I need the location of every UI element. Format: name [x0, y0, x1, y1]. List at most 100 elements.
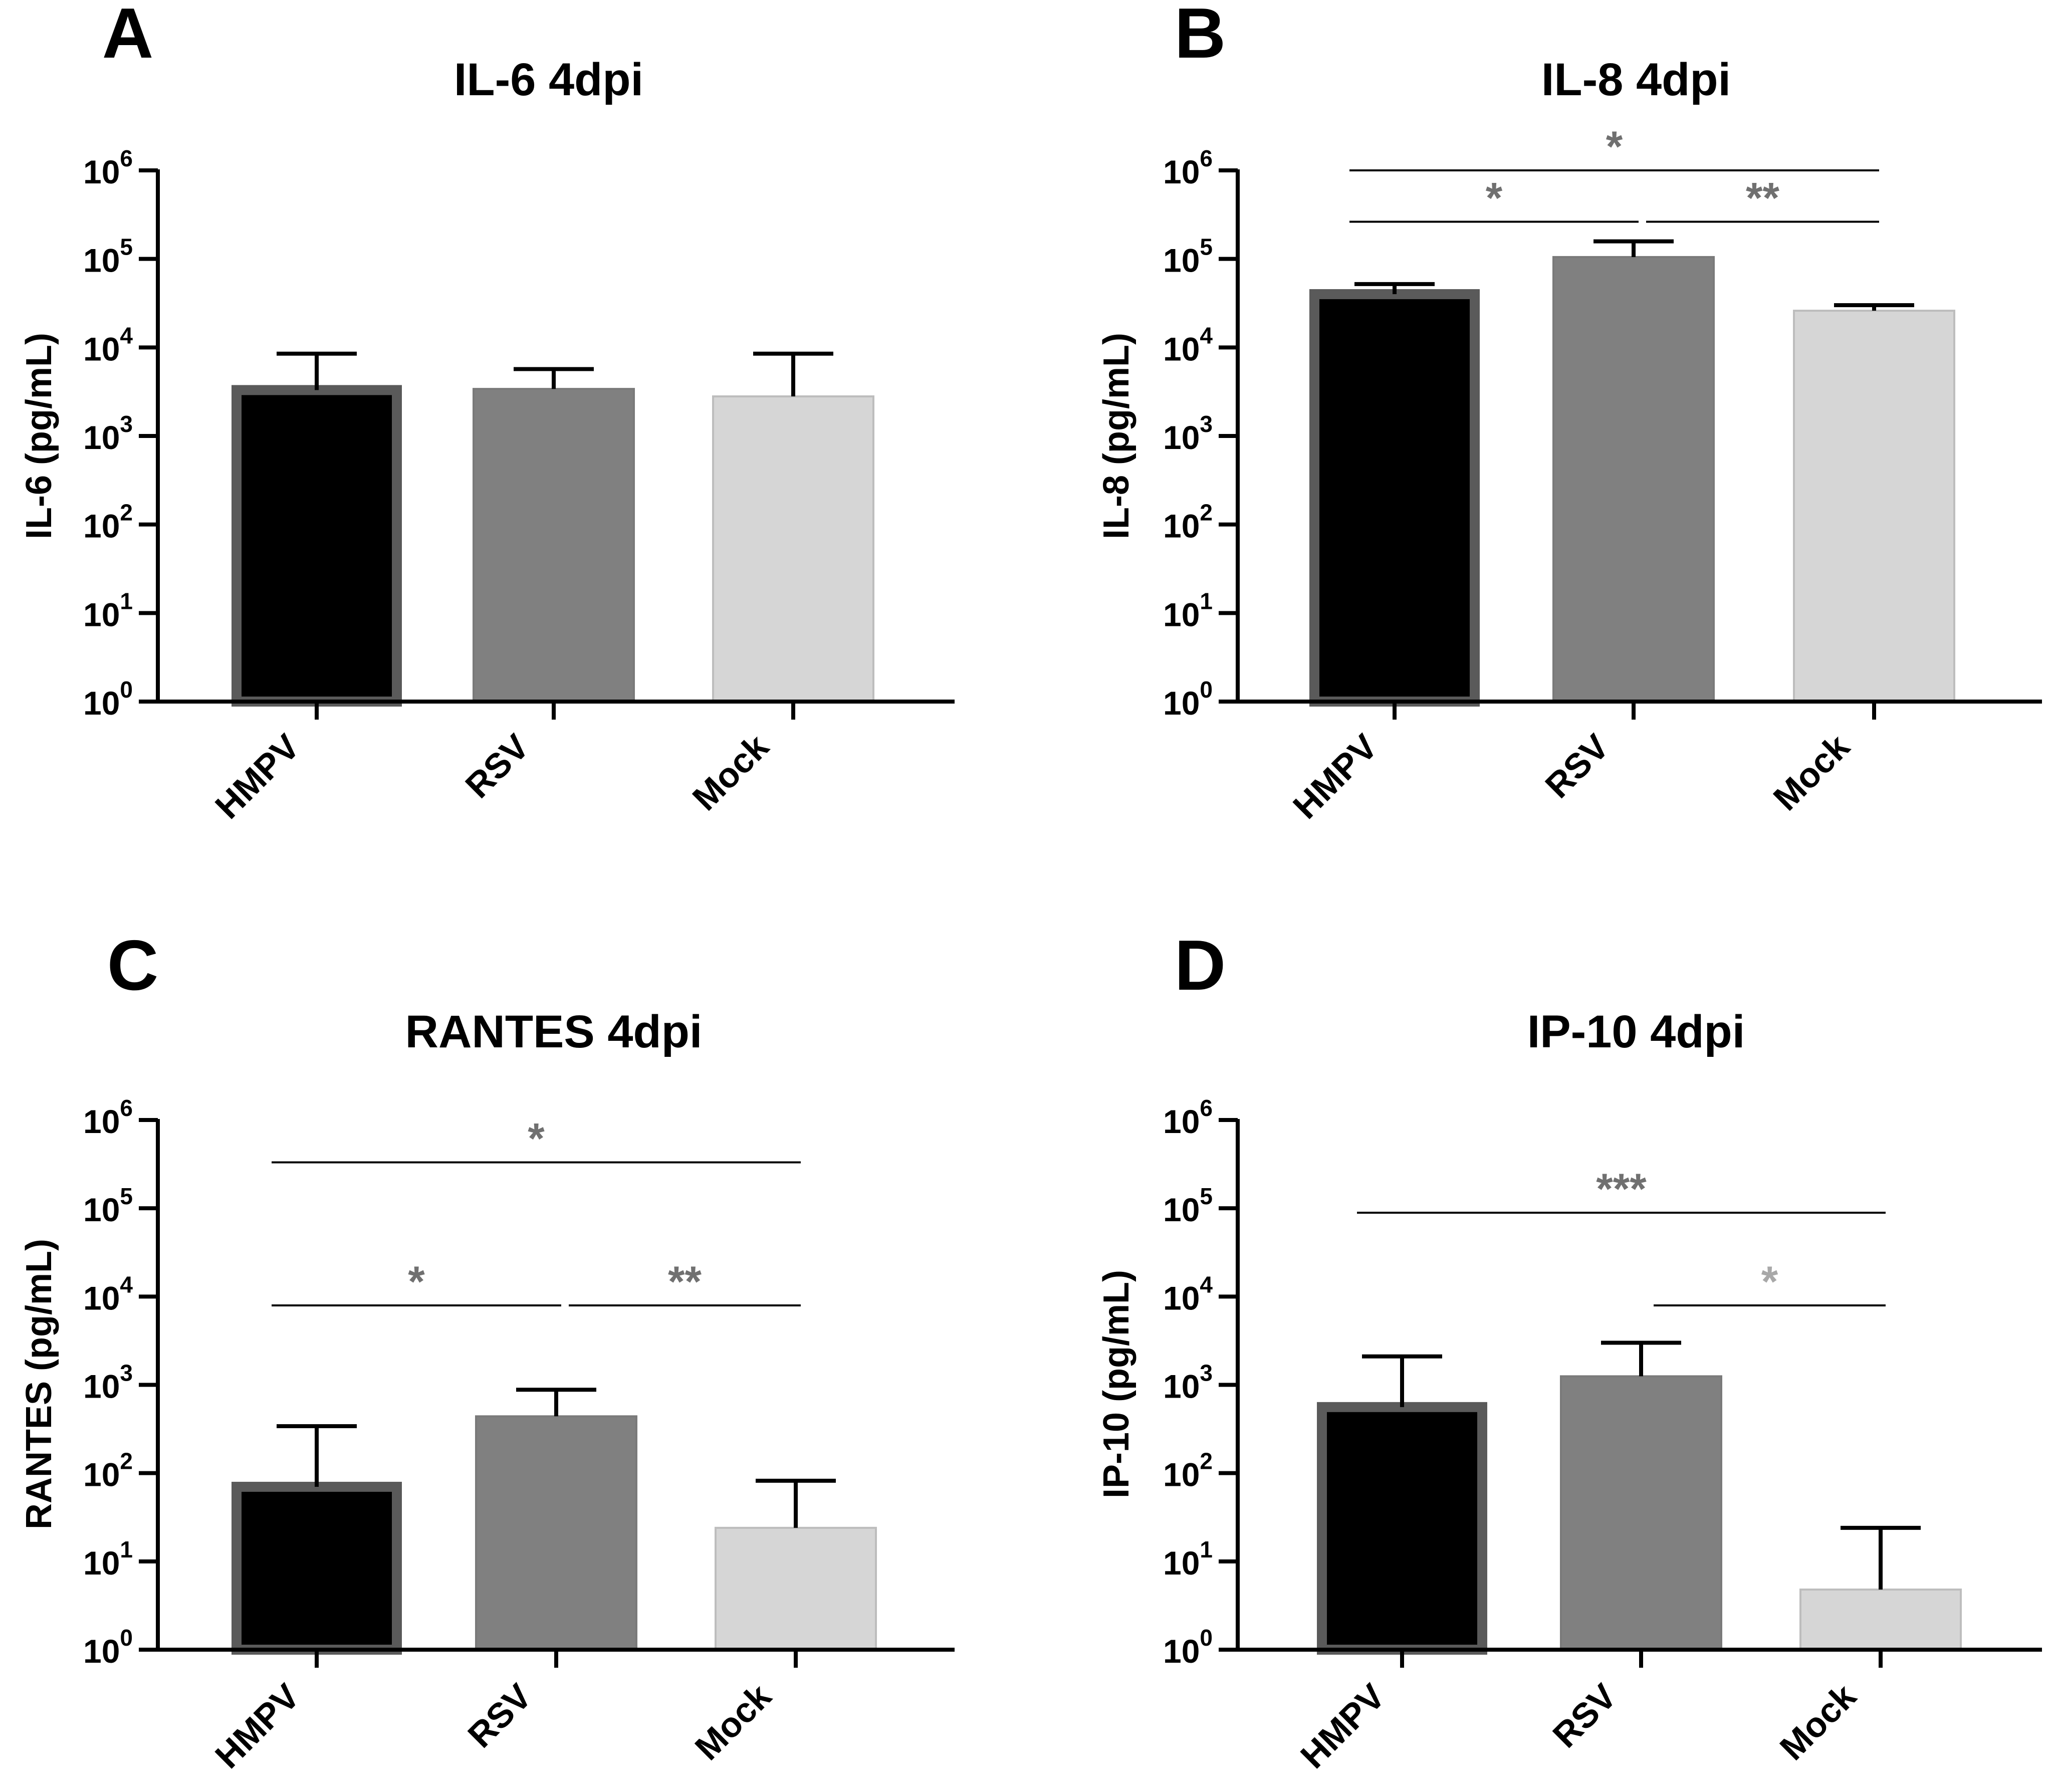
- y-tick-exponent: 0: [120, 1625, 133, 1651]
- bar-hmpv: [1317, 1402, 1487, 1655]
- y-tick-exponent: 5: [120, 234, 133, 260]
- significance-label: *: [1761, 1258, 1778, 1306]
- y-tick-label: 104: [1163, 322, 1213, 367]
- panel-letter: B: [1175, 0, 1226, 73]
- y-tick-label: 106: [1163, 145, 1213, 190]
- bar-hmpv: [232, 385, 402, 707]
- y-tick-base: 10: [83, 419, 120, 456]
- y-tick-label: 100: [1163, 1625, 1213, 1670]
- y-tick-exponent: 5: [1200, 234, 1213, 260]
- y-tick-base: 10: [1163, 508, 1200, 545]
- significance-label: *: [1486, 174, 1503, 222]
- error-bar-rsv: [1593, 239, 1674, 257]
- chart-title: IP-10 4dpi: [1527, 1006, 1745, 1057]
- x-tick-label-rsv: RSV: [461, 1676, 539, 1755]
- y-tick-exponent: 1: [120, 1536, 133, 1562]
- y-tick-exponent: 6: [1200, 1095, 1213, 1121]
- y-tick-exponent: 6: [1200, 145, 1213, 171]
- y-tick-exponent: 0: [120, 677, 133, 703]
- x-tick-label-mock: Mock: [688, 1676, 779, 1767]
- error-bar-mock: [1834, 303, 1914, 311]
- y-tick-exponent: 1: [120, 588, 133, 614]
- y-tick-base: 10: [1163, 1368, 1200, 1405]
- significance-label: ***: [1596, 1165, 1647, 1213]
- x-tick-label-mock: Mock: [685, 727, 776, 818]
- y-tick-base: 10: [83, 596, 120, 633]
- y-tick-label: 103: [1163, 411, 1213, 456]
- y-tick-label: 105: [1163, 1183, 1213, 1228]
- y-tick-base: 10: [83, 330, 120, 367]
- bar-rsv: [1560, 1375, 1722, 1651]
- x-tick-label-rsv: RSV: [1545, 1676, 1624, 1755]
- y-tick-base: 10: [1163, 153, 1200, 190]
- y-tick-label: 105: [1163, 234, 1213, 279]
- bar-mock: [715, 1526, 877, 1651]
- y-tick-exponent: 6: [120, 1095, 133, 1121]
- y-tick-label: 106: [83, 1095, 133, 1140]
- y-tick-label: 103: [1163, 1360, 1213, 1405]
- x-tick-label-mock: Mock: [1766, 727, 1857, 818]
- y-tick-label: 102: [83, 1448, 133, 1493]
- significance-bracket: **: [1646, 174, 1879, 223]
- y-tick-exponent: 1: [1200, 1536, 1213, 1562]
- bar-hmpv: [232, 1481, 402, 1655]
- y-tick-label: 102: [1163, 500, 1213, 545]
- y-tick-base: 10: [83, 242, 120, 279]
- y-tick-exponent: 1: [1200, 588, 1213, 614]
- x-tick-label-rsv: RSV: [1538, 727, 1617, 805]
- y-tick-label: 105: [83, 234, 133, 279]
- y-tick-base: 10: [83, 508, 120, 545]
- y-tick-label: 101: [1163, 1536, 1213, 1582]
- y-tick-exponent: 2: [120, 500, 133, 526]
- panel-letter: A: [102, 0, 154, 73]
- error-bar-hmpv: [277, 1424, 357, 1487]
- y-tick-base: 10: [83, 1279, 120, 1316]
- y-tick-base: 10: [83, 1633, 120, 1670]
- y-tick-label: 100: [83, 1625, 133, 1670]
- y-tick-base: 10: [1163, 330, 1200, 367]
- y-tick-exponent: 4: [1200, 322, 1213, 348]
- y-tick-exponent: 5: [120, 1183, 133, 1209]
- y-tick-label: 103: [83, 411, 133, 456]
- y-tick-label: 105: [83, 1183, 133, 1228]
- bar-mock: [712, 395, 874, 703]
- y-tick-base: 10: [1163, 1633, 1200, 1670]
- y-tick-label: 104: [83, 322, 133, 367]
- y-tick-exponent: 3: [120, 411, 133, 437]
- significance-bracket: *: [1654, 1258, 1886, 1306]
- y-tick-exponent: 4: [120, 322, 133, 348]
- significance-label: *: [528, 1115, 545, 1163]
- error-bar-mock: [1841, 1525, 1921, 1590]
- y-tick-base: 10: [83, 1544, 120, 1582]
- x-tick-label-rsv: RSV: [458, 727, 537, 805]
- error-bar-mock: [753, 351, 833, 397]
- significance-label: **: [1746, 174, 1779, 222]
- y-tick-base: 10: [1163, 419, 1200, 456]
- y-tick-base: 10: [1163, 685, 1200, 722]
- y-tick-exponent: 2: [120, 1448, 133, 1474]
- y-tick-exponent: 5: [1200, 1183, 1213, 1209]
- y-tick-label: 100: [83, 677, 133, 722]
- y-tick-exponent: 2: [1200, 1448, 1213, 1474]
- significance-label: **: [668, 1258, 702, 1306]
- y-tick-base: 10: [83, 685, 120, 722]
- x-tick-label-mock: Mock: [1772, 1676, 1864, 1767]
- y-tick-base: 10: [1163, 242, 1200, 279]
- error-bar-hmpv: [1354, 282, 1435, 294]
- panel-letter: D: [1175, 926, 1226, 1005]
- x-tick-label-hmpv: HMPV: [1293, 1676, 1392, 1775]
- y-tick-base: 10: [1163, 1544, 1200, 1582]
- y-tick-exponent: 2: [1200, 500, 1213, 526]
- bar-rsv: [1552, 256, 1715, 703]
- y-axis-label: IL-8 (pg/mL): [1096, 333, 1136, 539]
- y-tick-base: 10: [1163, 1279, 1200, 1316]
- y-tick-exponent: 3: [120, 1360, 133, 1386]
- chart-title: RANTES 4dpi: [405, 1006, 703, 1057]
- y-tick-base: 10: [1163, 1191, 1200, 1228]
- x-tick-label-hmpv: HMPV: [207, 1676, 307, 1775]
- bar-mock: [1799, 1588, 1962, 1651]
- significance-bracket: *: [1349, 174, 1639, 223]
